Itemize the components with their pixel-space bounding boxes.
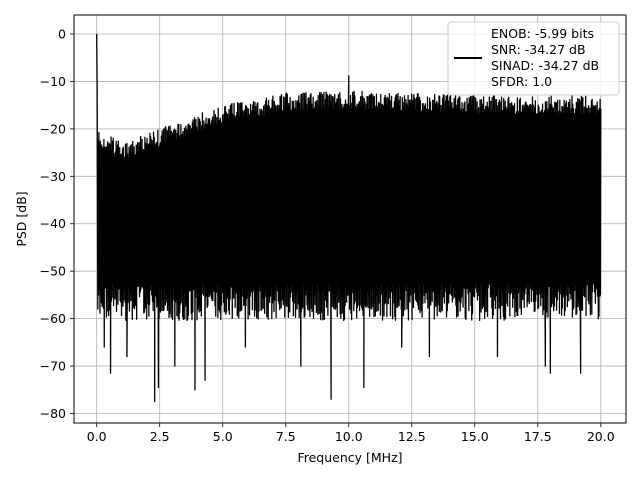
y-tick-label: −20 (40, 121, 66, 136)
legend-line-sinad: SINAD: -34.27 dB (491, 58, 599, 73)
x-tick-label: 5.0 (213, 429, 233, 444)
y-tick-label: −70 (40, 359, 66, 374)
y-tick-label: 0 (58, 26, 66, 41)
x-axis: 0.0 2.5 5.0 7.5 10.0 12.5 15.0 17.5 20.0 (87, 423, 615, 444)
x-tick-label: 0.0 (87, 429, 107, 444)
psd-series-line (96, 33, 602, 403)
y-tick-label: −60 (40, 311, 66, 326)
legend-line-snr: SNR: -34.27 dB (491, 42, 586, 57)
legend-line-enob: ENOB: -5.99 bits (491, 26, 594, 41)
y-tick-label: −50 (40, 264, 66, 279)
plot-area (96, 33, 602, 403)
x-tick-label: 10.0 (335, 429, 363, 444)
x-axis-label: Frequency [MHz] (297, 450, 402, 465)
legend-box (447, 21, 620, 96)
y-tick-label: −80 (40, 406, 66, 421)
legend: ENOB: -5.99 bits SNR: -34.27 dB SINAD: -… (447, 21, 620, 96)
x-tick-label: 15.0 (461, 429, 489, 444)
y-tick-label: −10 (40, 74, 66, 89)
legend-line-sfdr: SFDR: 1.0 (491, 74, 552, 89)
x-tick-label: 17.5 (524, 429, 552, 444)
y-axis-label: PSD [dB] (14, 191, 29, 246)
x-tick-label: 2.5 (150, 429, 170, 444)
x-tick-label: 20.0 (587, 429, 615, 444)
y-axis: 0 −10 −20 −30 −40 −50 −60 −70 −80 (40, 26, 74, 421)
y-tick-label: −30 (40, 169, 66, 184)
plot-frame (73, 14, 627, 424)
x-tick-label: 12.5 (398, 429, 426, 444)
x-tick-label: 7.5 (276, 429, 296, 444)
y-tick-label: −40 (40, 216, 66, 231)
